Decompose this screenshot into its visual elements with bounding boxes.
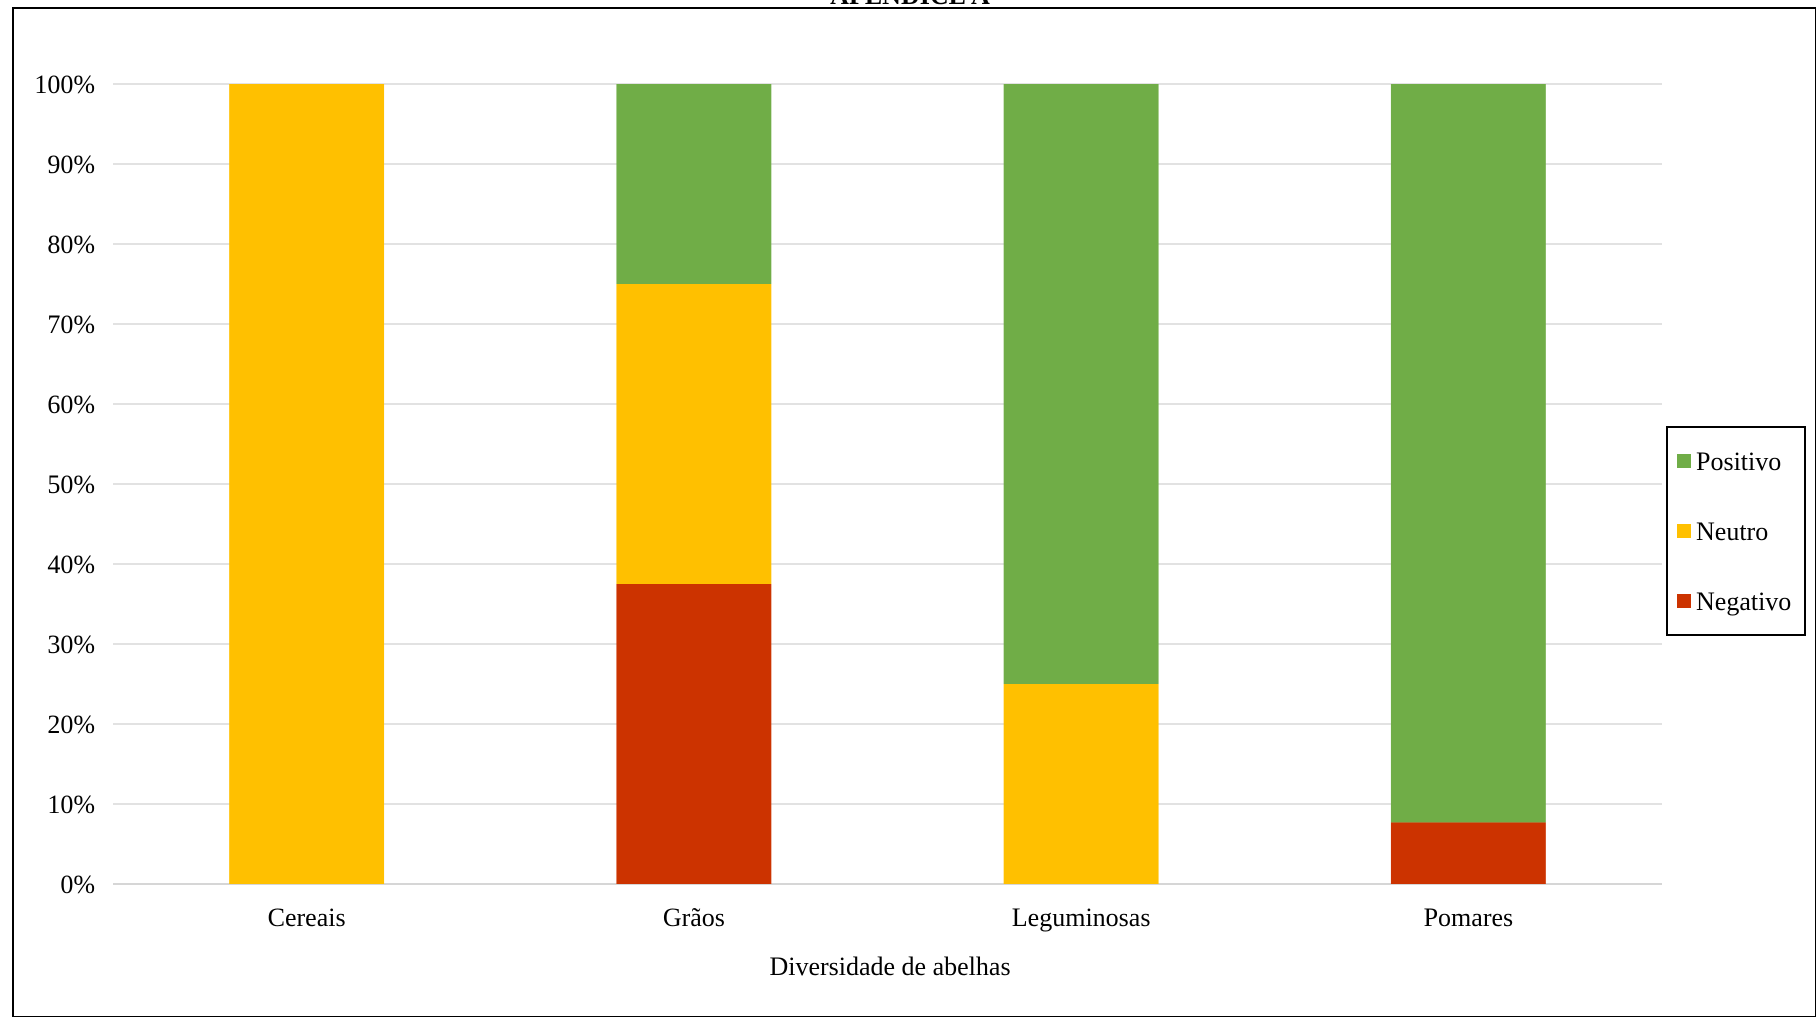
x-tick-label: Pomares <box>1424 903 1514 932</box>
legend-swatch-negativo <box>1677 594 1691 608</box>
y-tick-label: 0% <box>60 870 95 899</box>
legend: Positivo Neutro Negativo <box>1666 426 1806 636</box>
bar-segment-positivo <box>1003 84 1159 684</box>
bar-segment-neutro <box>229 84 385 884</box>
y-axis-tick-labels: 0% 10% 20% 30% 40% 50% 60% 70% 80% 90% 100% <box>34 70 95 899</box>
legend-label-neutro: Neutro <box>1696 517 1768 546</box>
legend-label-positivo: Positivo <box>1696 447 1781 476</box>
x-tick-label: Cereais <box>268 903 346 932</box>
y-tick-label: 90% <box>47 150 95 179</box>
x-tick-label: Leguminosas <box>1012 903 1151 932</box>
bar-segment-negativo <box>1390 822 1546 884</box>
y-tick-label: 50% <box>47 470 95 499</box>
bar-segment-positivo <box>616 84 772 284</box>
legend-swatch-neutro <box>1677 524 1691 538</box>
bar-segment-neutro <box>1003 684 1159 884</box>
legend-swatch-positivo <box>1677 454 1691 468</box>
y-tick-label: 10% <box>47 790 95 819</box>
bar-segment-negativo <box>616 584 772 884</box>
legend-label-negativo: Negativo <box>1696 587 1791 616</box>
x-axis-tick-labels: Cereais Grãos Leguminosas Pomares <box>268 903 1514 932</box>
bars <box>229 84 1546 884</box>
y-tick-label: 80% <box>47 230 95 259</box>
y-tick-label: 70% <box>47 310 95 339</box>
bar-segment-neutro <box>616 284 772 584</box>
y-tick-label: 60% <box>47 390 95 419</box>
y-tick-label: 100% <box>34 70 95 99</box>
y-tick-label: 40% <box>47 550 95 579</box>
bar-segment-positivo <box>1390 84 1546 823</box>
x-axis-title: Diversidade de abelhas <box>769 952 1010 981</box>
page-title: APÊNDICE A <box>830 0 990 10</box>
y-tick-label: 30% <box>47 630 95 659</box>
x-tick-label: Grãos <box>663 903 725 932</box>
y-tick-label: 20% <box>47 710 95 739</box>
